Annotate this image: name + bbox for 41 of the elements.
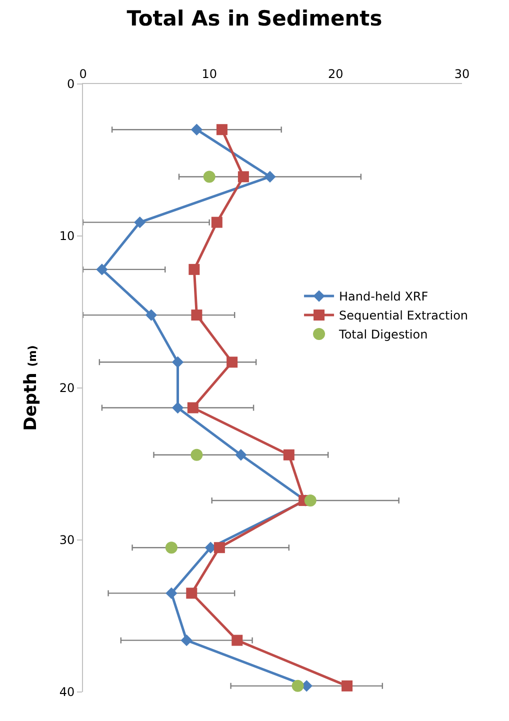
legend-label: Hand-held XRF bbox=[339, 290, 428, 304]
point bbox=[211, 216, 222, 228]
point bbox=[342, 680, 353, 692]
x-tick-label: 20 bbox=[328, 67, 344, 82]
legend-label: Sequential Extraction bbox=[339, 308, 468, 323]
point bbox=[232, 634, 243, 646]
point bbox=[187, 402, 198, 414]
point bbox=[190, 124, 203, 136]
point bbox=[134, 216, 146, 228]
y-tick-label: 20 bbox=[59, 381, 75, 396]
point bbox=[304, 494, 316, 506]
point bbox=[214, 542, 225, 554]
point bbox=[96, 264, 108, 276]
x-tick-label: 30 bbox=[454, 67, 470, 82]
x-tick-label: 0 bbox=[79, 67, 87, 82]
point bbox=[188, 264, 200, 275]
point bbox=[186, 588, 198, 599]
x-tick-label: 10 bbox=[202, 67, 217, 82]
y-tick-label: 0 bbox=[66, 77, 75, 92]
point bbox=[180, 634, 192, 646]
y-tick-label: 40 bbox=[59, 685, 75, 700]
point bbox=[165, 542, 178, 554]
point bbox=[145, 309, 158, 321]
y-axis-title: Depth (m) bbox=[20, 345, 41, 431]
point bbox=[190, 448, 203, 461]
point bbox=[235, 449, 247, 461]
point bbox=[166, 587, 178, 600]
point bbox=[172, 356, 184, 368]
point bbox=[292, 680, 304, 692]
point bbox=[216, 124, 228, 136]
y-tick-label: 30 bbox=[59, 533, 75, 548]
point bbox=[226, 356, 238, 368]
y-tick-label: 10 bbox=[59, 229, 75, 244]
chart-title: Total As in Sediments bbox=[126, 6, 382, 31]
point bbox=[283, 449, 294, 460]
point bbox=[172, 402, 184, 414]
point bbox=[203, 170, 216, 183]
point bbox=[238, 171, 249, 182]
point bbox=[264, 170, 276, 183]
point bbox=[191, 310, 202, 321]
legend-label: Total Digestion bbox=[338, 328, 428, 342]
